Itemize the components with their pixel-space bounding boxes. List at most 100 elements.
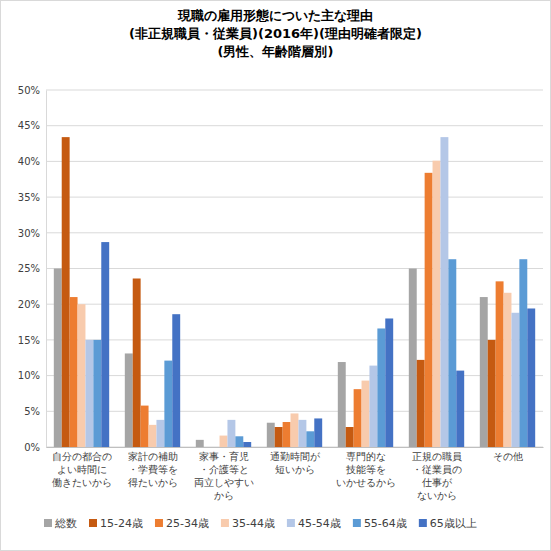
y-tick: 30% — [18, 228, 46, 239]
legend-label: 15-24歳 — [100, 517, 143, 530]
grid-line — [46, 268, 543, 269]
legend-label: 45-54歳 — [298, 517, 341, 530]
bar — [385, 318, 393, 447]
y-tick: 5% — [24, 406, 46, 417]
x-tick-label: 専門的な技能等をいかせるから — [336, 451, 396, 488]
bar — [267, 423, 275, 447]
legend-label: 25-34歳 — [166, 517, 209, 530]
y-tick: 40% — [18, 156, 46, 167]
x-axis-line — [47, 447, 544, 448]
bar — [314, 418, 322, 447]
y-tick-label: 0% — [24, 442, 40, 453]
legend-label: 65歳以上 — [430, 517, 477, 530]
grid-line — [46, 90, 543, 91]
bar — [369, 366, 377, 447]
bar — [212, 447, 220, 448]
legend-label: 総数 — [54, 517, 77, 530]
y-tick: 25% — [18, 263, 46, 274]
legend-swatch — [287, 519, 295, 527]
bar — [164, 361, 172, 447]
x-tick-label: その他 — [493, 451, 523, 462]
bar — [54, 269, 62, 448]
grid-line — [46, 304, 543, 305]
y-tick-label: 20% — [18, 299, 40, 310]
legend-swatch — [155, 519, 163, 527]
x-tick: 自分の都合のよい時間に働きたいから — [52, 447, 112, 488]
legend-label: 55-64歳 — [364, 517, 407, 530]
legend-item: 45-54歳 — [287, 517, 341, 530]
bar — [409, 269, 417, 448]
legend-item: 55-64歳 — [353, 517, 407, 530]
bar — [156, 420, 164, 447]
series — [101, 242, 535, 447]
bar — [425, 173, 433, 447]
bar — [85, 340, 93, 447]
bar — [62, 137, 70, 447]
bar — [101, 242, 109, 447]
y-tick-label: 35% — [18, 192, 40, 203]
x-tick-label: 家計の補助・学費等を得たいから — [128, 451, 178, 488]
bar — [78, 304, 86, 447]
y-axis: 0%5%10%15%20%25%30%35%40%45%50% — [18, 85, 47, 453]
legend-item: 総数 — [44, 517, 77, 530]
bar — [283, 422, 291, 447]
title: 現職の雇用形態についた主な理由(非正規職員・従業員)(2016年)(理由明確者限… — [129, 8, 422, 59]
x-axis: 自分の都合のよい時間に働きたいから家計の補助・学費等を得たいから家事・育児・介護… — [47, 447, 544, 501]
y-axis-line — [46, 91, 47, 448]
legend-label: 35-44歳 — [232, 517, 275, 530]
series — [54, 269, 488, 448]
grid-line — [46, 161, 543, 162]
grid-line — [46, 411, 543, 412]
bar — [235, 436, 243, 447]
chart-border — [1, 1, 551, 551]
bar — [519, 259, 527, 447]
bar — [298, 420, 306, 447]
legend-item: 65歳以上 — [419, 517, 477, 530]
x-tick: 家事・育児・介護等と両立しやすいから — [194, 447, 254, 501]
legend: 総数 15-24歳 25-34歳 35-44歳 45-54歳 55-64歳 65歳以上 — [44, 517, 477, 530]
y-tick-label: 25% — [18, 263, 40, 274]
bar — [93, 340, 101, 447]
legend-swatch — [221, 519, 229, 527]
bar — [346, 427, 354, 447]
bar — [440, 137, 448, 447]
plot: 0%5%10%15%20%25%30%35%40%45%50%自分の都合のよい時… — [18, 85, 544, 501]
y-tick: 45% — [18, 120, 46, 131]
series — [85, 137, 519, 447]
legend-swatch — [419, 519, 427, 527]
bar — [354, 389, 362, 447]
x-tick: その他 — [493, 447, 523, 462]
series — [62, 137, 496, 447]
bar — [227, 420, 235, 447]
x-tick: 家計の補助・学費等を得たいから — [128, 447, 178, 488]
x-tick-label: 自分の都合のよい時間に働きたいから — [52, 451, 112, 488]
y-tick-label: 50% — [18, 85, 40, 96]
bar — [511, 313, 519, 447]
y-tick-label: 45% — [18, 120, 40, 131]
bar — [141, 406, 149, 447]
grid-line — [46, 232, 543, 233]
y-tick: 50% — [18, 85, 46, 96]
x-tick: 正規の職員・従業員の仕事がないから — [412, 447, 462, 501]
bar — [480, 297, 488, 447]
bar — [125, 353, 133, 447]
bar — [527, 308, 535, 447]
bar — [488, 340, 496, 447]
grid-line — [46, 375, 543, 376]
bars — [54, 137, 535, 447]
bar — [149, 425, 157, 447]
bar — [133, 278, 141, 447]
x-tick-label: 通勤時間が短いから — [270, 451, 321, 475]
y-tick: 10% — [18, 370, 46, 381]
bar — [275, 427, 283, 447]
bar — [338, 362, 346, 447]
legend-item: 25-34歳 — [155, 517, 209, 530]
bar — [448, 259, 456, 447]
grid — [46, 90, 543, 447]
bar — [362, 381, 370, 447]
bar — [417, 360, 425, 447]
y-tick-label: 10% — [18, 370, 40, 381]
legend-item: 15-24歳 — [89, 517, 143, 530]
y-tick: 0% — [24, 442, 46, 453]
bar — [204, 447, 212, 448]
